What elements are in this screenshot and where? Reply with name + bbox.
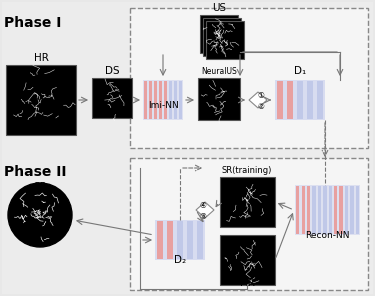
FancyBboxPatch shape <box>198 78 240 120</box>
Bar <box>323 186 327 234</box>
FancyBboxPatch shape <box>200 15 238 53</box>
Text: ①: ① <box>258 91 264 99</box>
Text: HR: HR <box>34 53 48 63</box>
Bar <box>302 186 305 234</box>
FancyBboxPatch shape <box>295 185 360 235</box>
Text: SR(training): SR(training) <box>222 166 272 175</box>
Text: ④: ④ <box>200 200 207 210</box>
FancyBboxPatch shape <box>143 80 183 120</box>
FancyBboxPatch shape <box>275 80 325 120</box>
Text: Phase I: Phase I <box>4 16 62 30</box>
Text: Imi-NN: Imi-NN <box>148 101 178 110</box>
Bar <box>345 186 348 234</box>
FancyBboxPatch shape <box>220 177 275 227</box>
Text: D₁: D₁ <box>294 66 306 76</box>
Bar <box>187 221 193 259</box>
Bar <box>356 186 359 234</box>
Text: D₂: D₂ <box>174 255 186 265</box>
Text: SR: SR <box>33 182 47 192</box>
Bar <box>159 81 162 119</box>
Text: US: US <box>212 3 226 13</box>
Text: HR: HR <box>240 278 255 288</box>
Text: NeuralUS: NeuralUS <box>201 67 237 76</box>
Bar <box>287 81 293 119</box>
Bar <box>334 186 338 234</box>
Bar <box>307 81 313 119</box>
Bar <box>328 186 332 234</box>
FancyBboxPatch shape <box>6 65 76 135</box>
FancyBboxPatch shape <box>2 2 373 294</box>
FancyBboxPatch shape <box>92 78 132 118</box>
Bar <box>157 221 163 259</box>
Bar <box>167 221 173 259</box>
Bar <box>307 186 310 234</box>
Bar <box>296 186 300 234</box>
Bar <box>179 81 182 119</box>
FancyBboxPatch shape <box>220 235 275 285</box>
Polygon shape <box>196 202 214 218</box>
Circle shape <box>8 183 72 247</box>
Text: Phase II: Phase II <box>4 165 66 179</box>
Bar <box>318 186 321 234</box>
Bar <box>312 186 316 234</box>
Bar <box>154 81 157 119</box>
Bar <box>169 81 172 119</box>
Bar <box>177 221 183 259</box>
Text: ③: ③ <box>200 212 207 221</box>
Bar <box>164 81 167 119</box>
FancyBboxPatch shape <box>203 18 241 56</box>
Bar <box>149 81 152 119</box>
Bar <box>317 81 323 119</box>
Bar <box>350 186 354 234</box>
FancyBboxPatch shape <box>130 8 368 148</box>
Bar <box>174 81 177 119</box>
Text: Recon-NN: Recon-NN <box>305 231 350 240</box>
FancyBboxPatch shape <box>130 158 368 290</box>
Bar <box>297 81 303 119</box>
FancyBboxPatch shape <box>206 21 244 59</box>
Text: ②: ② <box>258 102 264 110</box>
Text: DS: DS <box>105 66 119 76</box>
Bar <box>144 81 147 119</box>
Polygon shape <box>249 92 267 108</box>
Bar <box>277 81 283 119</box>
FancyBboxPatch shape <box>155 220 205 260</box>
Bar <box>197 221 203 259</box>
Bar <box>339 186 343 234</box>
